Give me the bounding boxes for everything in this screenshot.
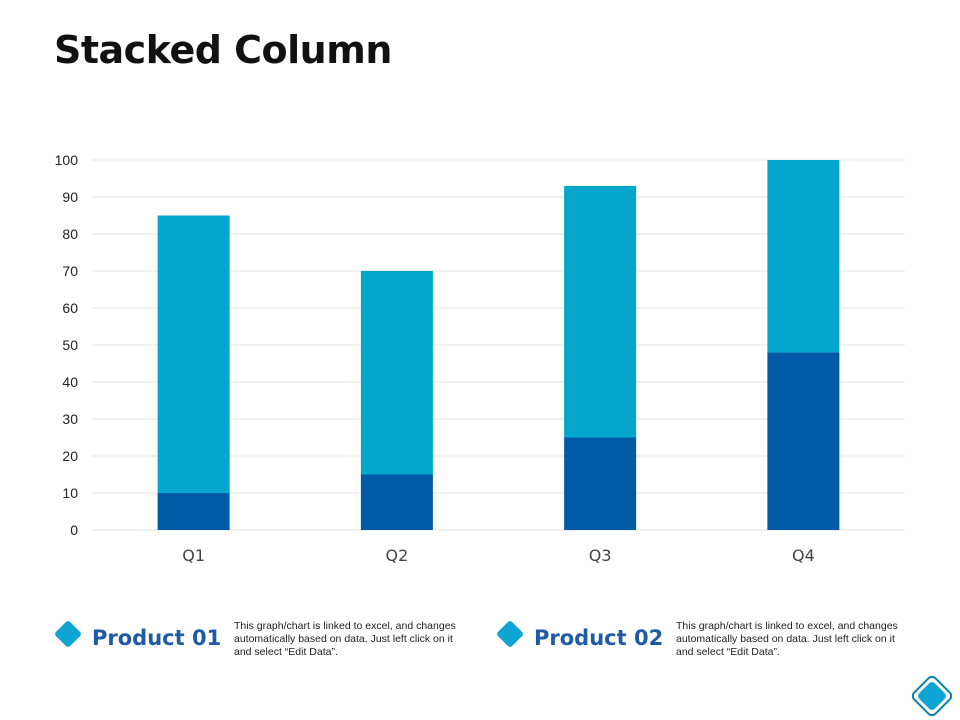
diamond-icon-fill [916,680,948,712]
diamond-icon [53,619,83,649]
legend-label: Product 02 [534,626,664,650]
bar-segment [564,185,637,438]
bar-segment [767,352,840,530]
y-tick-label: 10 [62,485,78,501]
y-tick-label: 30 [62,411,78,427]
y-tick-label: 20 [62,448,78,464]
x-tick-label: Q3 [589,546,612,565]
x-tick-label: Q4 [792,546,815,565]
y-tick-label: 40 [62,374,78,390]
y-tick-label: 50 [62,337,78,353]
x-tick-label: Q2 [385,546,408,565]
y-tick-label: 0 [70,522,78,538]
bar-segment [157,215,230,493]
bar-segment [360,271,433,475]
legend-label: Product 01 [92,626,222,650]
diamond-icon [495,619,525,649]
y-tick-label: 80 [62,226,78,242]
y-tick-label: 60 [62,300,78,316]
legend-description: This graph/chart is linked to excel, and… [234,620,456,658]
page-title: Stacked Column [54,28,392,72]
y-tick-label: 90 [62,189,78,205]
y-tick-label: 100 [55,152,79,168]
legend-description: This graph/chart is linked to excel, and… [676,620,898,658]
stacked-column-chart: 0 10 20 30 40 50 60 70 80 90 100 Q1 Q2 Q3 Q4 [55,152,905,565]
bar-segment [767,160,840,353]
y-tick-label: 70 [62,263,78,279]
bar-segment [157,493,230,530]
bar-segment [564,437,637,530]
x-tick-label: Q1 [182,546,205,565]
diamond-icon [909,673,955,719]
bar-segment [360,474,433,530]
